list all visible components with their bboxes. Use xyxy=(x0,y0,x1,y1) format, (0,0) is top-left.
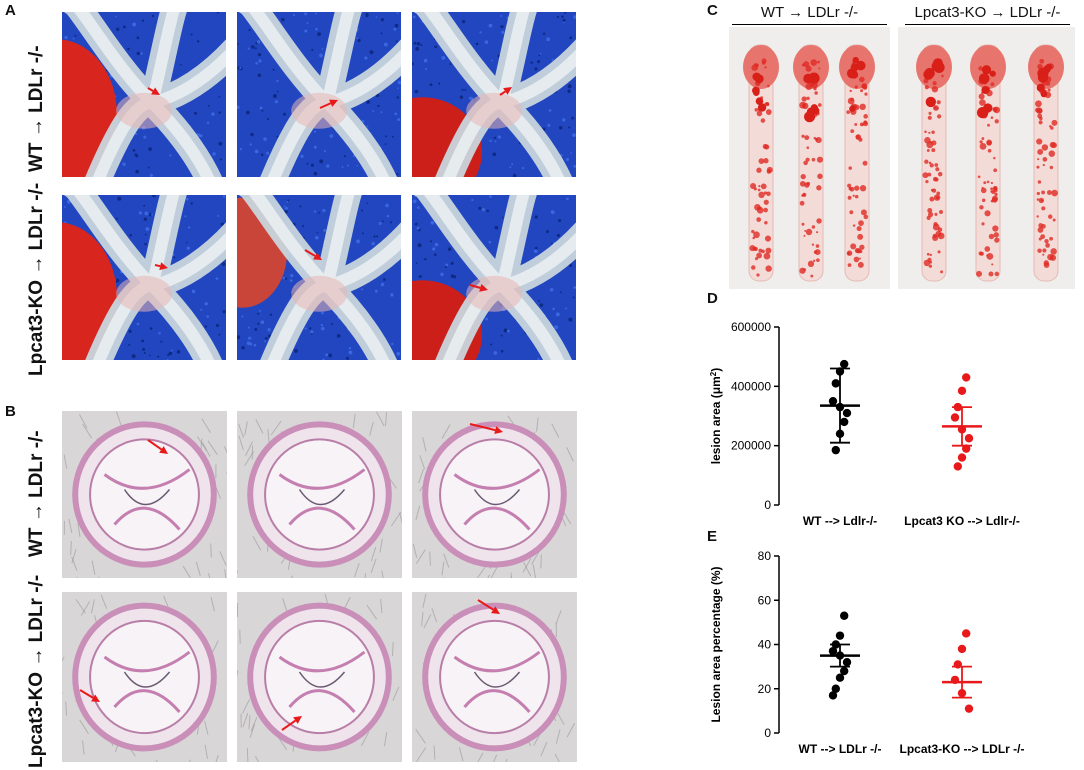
aortic-root-photo xyxy=(412,12,576,177)
y-tick-label: 200000 xyxy=(731,439,771,453)
data-point xyxy=(840,359,849,369)
panel-label-e: E xyxy=(707,528,718,545)
aorta-strip xyxy=(916,44,952,282)
aortic-root-photo xyxy=(237,195,401,360)
series-0 xyxy=(820,611,860,700)
aorta-strip xyxy=(839,44,875,282)
data-point xyxy=(962,373,971,382)
panel-b-row-label-ko: Lpcat3-KO → LDLr -/- xyxy=(26,574,47,768)
data-point xyxy=(964,434,974,443)
panel-label-a: A xyxy=(5,2,16,19)
y-tick-label: 600000 xyxy=(731,320,771,334)
aorta-strip xyxy=(793,44,829,282)
data-point xyxy=(953,462,962,471)
data-point xyxy=(831,684,840,693)
y-tick-label: 0 xyxy=(764,498,771,512)
panel-a-row-label-ko: Lpcat3-KO → LDLr -/- xyxy=(26,182,47,376)
data-point xyxy=(828,691,838,700)
data-point xyxy=(964,704,974,713)
panel-c-header-ko: Lpcat3-KO → LDLr -/- xyxy=(914,4,1061,21)
histology-section-photo xyxy=(237,592,402,762)
data-point xyxy=(840,666,849,676)
data-point xyxy=(962,629,971,638)
y-tick-label: 0 xyxy=(764,726,771,740)
data-point xyxy=(842,408,852,418)
series-1 xyxy=(942,373,982,471)
y-tick-label: 60 xyxy=(758,593,772,607)
red-arrow-icon xyxy=(79,689,100,702)
panel-c-header-line-ko xyxy=(905,24,1070,25)
data-point xyxy=(950,413,960,422)
data-point xyxy=(828,646,838,656)
x-category-label: Lpcat3 KO --> Ldlr-/- xyxy=(904,514,1020,528)
data-point xyxy=(831,445,840,455)
y-tick-label: 400000 xyxy=(731,379,771,393)
red-arrow-icon xyxy=(147,87,160,95)
x-category-label: WT --> Ldlr-/- xyxy=(803,514,877,528)
aorta-strip xyxy=(743,44,779,282)
oil-red-o-aorta-ko xyxy=(898,27,1075,289)
aorta-strip xyxy=(1028,44,1064,282)
data-point xyxy=(957,453,967,462)
x-category-label: Lpcat3-KO --> LDLr -/- xyxy=(900,742,1025,756)
data-point xyxy=(840,611,849,620)
red-arrow-icon xyxy=(281,716,302,731)
data-point xyxy=(835,631,845,640)
panel-label-d: D xyxy=(707,290,718,307)
panel-label-b: B xyxy=(5,403,16,420)
data-point xyxy=(835,673,845,682)
data-point xyxy=(828,396,838,406)
panel-c-header-line-wt xyxy=(732,24,887,25)
oil-red-o-aorta-wt xyxy=(729,27,890,289)
aortic-root-photo xyxy=(62,12,226,177)
histology-section-photo xyxy=(62,592,227,762)
red-arrow-icon xyxy=(469,284,488,292)
red-arrow-icon xyxy=(477,599,500,614)
chart-d-lesion-area: 0 200000 400000 600000 lesion area (μm2) WT -… xyxy=(709,320,1020,528)
aorta-strip xyxy=(970,44,1006,282)
red-arrow-icon xyxy=(147,439,168,454)
x-category-label: WT --> LDLr -/- xyxy=(799,742,882,756)
series-1 xyxy=(942,629,982,713)
panel-a-row-label-wt: WT → LDLr -/- xyxy=(26,45,47,172)
data-point xyxy=(842,658,852,667)
red-arrow-icon xyxy=(304,249,322,260)
aortic-root-photo xyxy=(62,195,226,360)
histology-section-photo xyxy=(237,411,402,578)
y-tick-label: 80 xyxy=(758,549,772,563)
y-axis-label: Lesion area percentage (%) xyxy=(709,566,723,722)
y-axis-label: lesion area (μm2) xyxy=(709,368,724,465)
histology-section-photo xyxy=(412,411,577,578)
aortic-root-photo xyxy=(412,195,576,360)
series-0 xyxy=(820,359,860,455)
data-point xyxy=(840,417,849,427)
aortic-root-photo xyxy=(237,12,401,177)
red-arrow-icon xyxy=(154,262,168,271)
panel-c-header-wt: WT → LDLr -/- xyxy=(760,4,859,21)
data-point xyxy=(957,386,967,395)
red-arrow-icon xyxy=(469,423,503,435)
histology-section-photo xyxy=(62,411,227,578)
y-tick-label: 40 xyxy=(758,638,772,652)
red-arrow-icon xyxy=(499,87,512,96)
chart-e-lesion-percentage: 0 20 40 60 80 Lesion area percentage (%) WT --… xyxy=(709,549,1025,756)
histology-section-photo xyxy=(412,592,577,762)
panel-b-row-label-wt: WT → LDLr -/- xyxy=(26,430,47,557)
data-point xyxy=(831,379,840,388)
panel-label-c: C xyxy=(707,2,718,19)
red-arrow-icon xyxy=(319,99,338,109)
data-point xyxy=(957,644,967,654)
y-tick-label: 20 xyxy=(758,682,772,696)
